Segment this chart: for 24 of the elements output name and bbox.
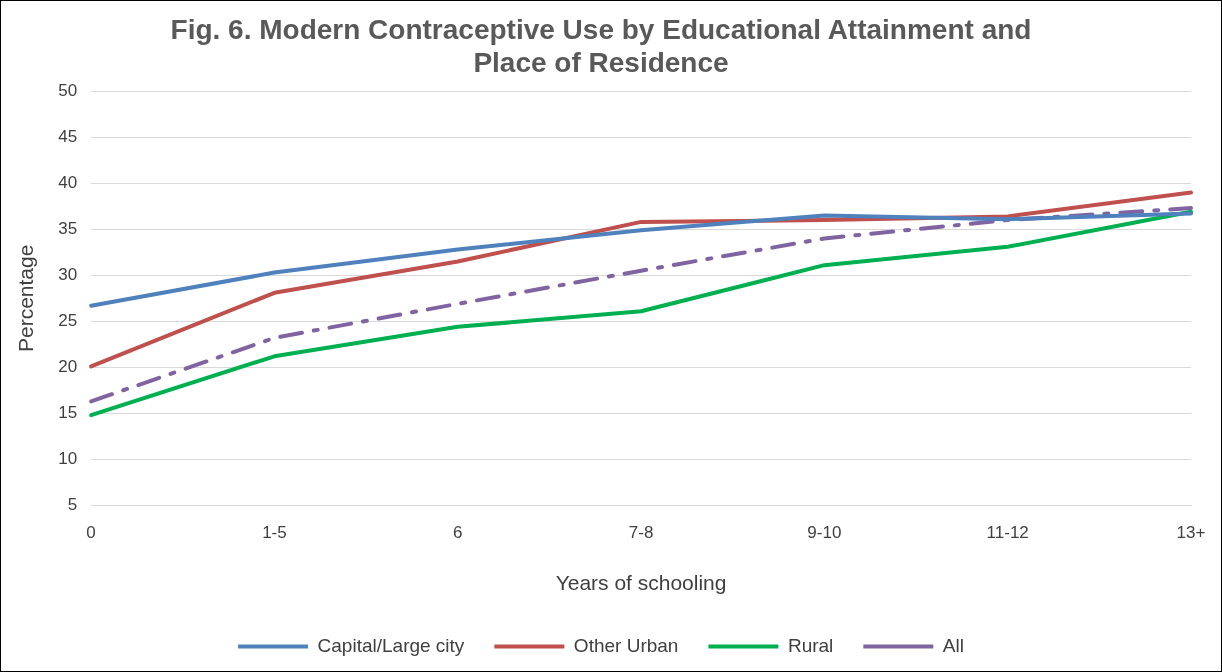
y-tick-label: 40 bbox=[58, 172, 78, 192]
chart-title: Fig. 6. Modern Contraceptive Use by Educational Attainment and Place of Residence bbox=[170, 13, 1032, 79]
x-tick-label: 1-5 bbox=[262, 523, 287, 543]
y-tick-label: 25 bbox=[58, 311, 78, 330]
legend-label: All bbox=[942, 634, 964, 656]
y-tick-label: 5 bbox=[67, 495, 78, 515]
y-tick-label: 30 bbox=[58, 264, 78, 284]
x-tick-label: 13+ bbox=[1176, 523, 1206, 543]
legend-label: Rural bbox=[787, 634, 834, 656]
legend-label: Other Urban bbox=[573, 634, 679, 656]
y-tick-label: 10 bbox=[58, 449, 78, 469]
legend-label: Capital/Large city bbox=[317, 634, 465, 656]
y-tick-label: 15 bbox=[58, 403, 78, 423]
y-tick-label: 50 bbox=[58, 80, 78, 100]
y-tick-label: 20 bbox=[58, 357, 78, 377]
x-tick-label: 9-10 bbox=[807, 523, 842, 543]
x-tick-label: 6 bbox=[453, 523, 463, 543]
y-tick-label: 35 bbox=[58, 218, 78, 238]
x-axis-title: Years of schooling bbox=[555, 571, 727, 595]
x-tick-label: 11-12 bbox=[986, 523, 1029, 543]
x-tick-label: 0 bbox=[86, 523, 96, 543]
y-tick-label: 45 bbox=[58, 126, 78, 146]
x-tick-label: 7-8 bbox=[628, 523, 654, 543]
y-axis-title: Percentage bbox=[14, 244, 38, 353]
